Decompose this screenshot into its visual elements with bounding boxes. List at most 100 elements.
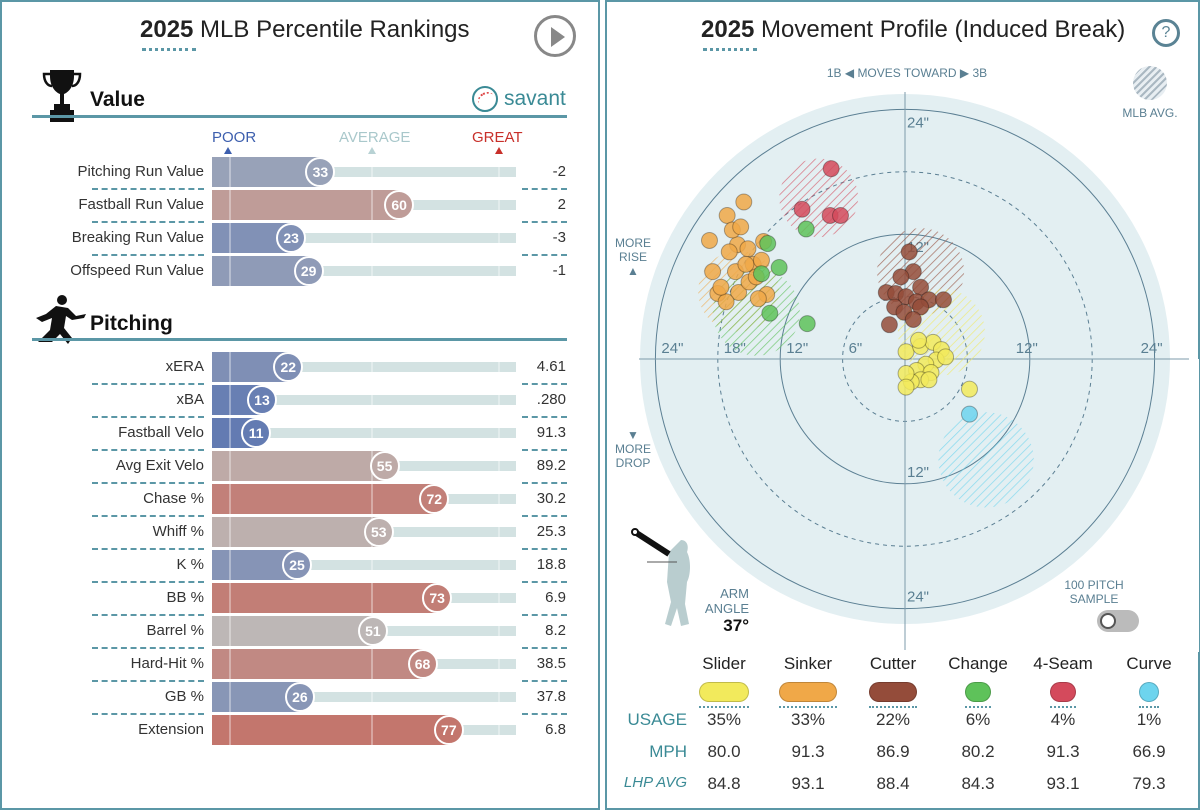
pitch-point-cutter[interactable] — [900, 243, 918, 261]
pitch-point-slider[interactable] — [897, 378, 915, 396]
pitch-point-slider[interactable] — [937, 348, 955, 366]
great-marker — [498, 190, 500, 220]
row-separator — [522, 253, 567, 256]
play-button[interactable] — [534, 15, 576, 57]
movement-chart: 24"18"12"6"12"24"24"12"12"24" — [607, 92, 1199, 652]
swatch-underline — [965, 706, 991, 708]
percentile-badge: 29 — [293, 256, 324, 286]
percentile-track — [212, 428, 516, 438]
metric-label: Chase % — [143, 490, 204, 507]
pitch-lhp-avg: 84.8 — [707, 774, 741, 793]
pitch-lhp-avg: 93.1 — [791, 774, 825, 793]
pitch-point-sinker[interactable] — [739, 240, 757, 258]
help-button[interactable]: ? — [1152, 19, 1180, 47]
pitch-mph: 66.9 — [1132, 742, 1166, 761]
percentile-bar — [212, 583, 438, 613]
pitch-point-sinker[interactable] — [712, 278, 730, 296]
pitch-point-sinker[interactable] — [749, 290, 767, 308]
great-marker — [498, 484, 500, 514]
metric-value: .280 — [536, 391, 566, 408]
metric-value: 37.8 — [536, 688, 566, 705]
pitch-point-change[interactable] — [759, 235, 777, 253]
average-marker — [371, 550, 373, 580]
row-separator — [92, 481, 204, 484]
metric-value: -1 — [552, 262, 566, 279]
metric-label: BB % — [166, 589, 204, 606]
pitch-point-4-seam[interactable] — [832, 206, 850, 224]
pitch-point-cutter[interactable] — [892, 268, 910, 286]
pitch-point-sinker[interactable] — [735, 193, 753, 211]
title-underline — [142, 48, 196, 51]
pitch-point-slider[interactable] — [910, 331, 928, 349]
pitch-point-sinker[interactable] — [717, 293, 735, 311]
average-marker — [371, 385, 373, 415]
mlb-avg-legend-icon — [1133, 66, 1167, 100]
chart-title: 2025 Movement Profile (Induced Break) — [701, 16, 1126, 43]
pitch-color-swatch — [1050, 682, 1076, 702]
pitch-point-sinker[interactable] — [737, 255, 755, 273]
scale-average: AVERAGE — [339, 129, 410, 154]
row-separator — [522, 646, 567, 649]
metric-label: Extension — [138, 721, 204, 738]
pitch-name: Sinker — [783, 654, 833, 673]
pitch-point-cutter[interactable] — [880, 316, 898, 334]
row-separator — [92, 712, 204, 715]
pitch-point-change[interactable] — [752, 265, 770, 283]
pitch-point-change[interactable] — [798, 315, 816, 333]
scale-great: GREAT — [472, 129, 523, 154]
more-drop-label: ▼ MORE DROP — [615, 428, 651, 470]
pitch-point-cutter[interactable] — [912, 298, 930, 316]
more-rise-label: MORE RISE ▲ — [615, 236, 651, 278]
pitch-point-sinker[interactable] — [730, 283, 748, 301]
pitching-section-header: Pitching — [90, 312, 173, 335]
metric-value: 38.5 — [536, 655, 566, 672]
swatch-underline — [1139, 706, 1159, 708]
percentile-bar — [212, 484, 435, 514]
metric-value: 4.61 — [536, 358, 566, 375]
arm-angle-label: ARM ANGLE — [704, 586, 749, 616]
pitch-point-cutter[interactable] — [904, 310, 922, 328]
row-separator — [92, 220, 204, 223]
pitch-point-change[interactable] — [770, 258, 788, 276]
poor-marker — [229, 517, 231, 547]
pitch-point-slider[interactable] — [920, 371, 938, 389]
poor-marker — [229, 583, 231, 613]
pitch-point-sinker[interactable] — [700, 231, 718, 249]
pitch-point-sinker[interactable] — [704, 263, 722, 281]
percentile-badge: 13 — [246, 385, 277, 415]
ring-label: 24" — [907, 589, 929, 606]
pitch-point-sinker[interactable] — [732, 218, 750, 236]
percentile-bar — [212, 649, 423, 679]
pitch-point-sinker[interactable] — [718, 206, 736, 224]
baseball-icon — [472, 86, 498, 112]
metric-value: 91.3 — [536, 424, 566, 441]
metric-label: Pitching Run Value — [77, 163, 204, 180]
pitch-point-cutter[interactable] — [934, 291, 952, 309]
metric-label: Fastball Run Value — [78, 196, 204, 213]
percentile-track — [212, 395, 516, 405]
pitch-color-swatch — [869, 682, 917, 702]
pitch-point-change[interactable] — [761, 304, 779, 322]
metric-label: Barrel % — [146, 622, 204, 639]
pitch-point-sinker[interactable] — [720, 243, 738, 261]
pitch-point-slider[interactable] — [960, 380, 978, 398]
ring-label: 12" — [907, 464, 929, 481]
swatch-underline — [779, 706, 837, 708]
pitch-point-4-seam[interactable] — [822, 160, 840, 178]
metric-label: Breaking Run Value — [71, 229, 204, 246]
percentile-bar — [212, 517, 379, 547]
percentile-badge: 72 — [419, 484, 450, 514]
usage-label: USAGE — [627, 710, 687, 729]
pitch-point-curve[interactable] — [960, 405, 978, 423]
pitch-point-slider[interactable] — [897, 343, 915, 361]
direction-label: 1B ◀ MOVES TOWARD ▶ 3B — [826, 66, 988, 80]
sample-toggle[interactable] — [1097, 610, 1139, 632]
average-marker — [371, 256, 373, 286]
pitch-point-4-seam[interactable] — [793, 200, 811, 218]
percentile-track — [212, 233, 516, 243]
poor-marker — [229, 550, 231, 580]
pitch-point-change[interactable] — [797, 220, 815, 238]
ring-label: 12" — [786, 340, 808, 357]
percentile-badge: 22 — [273, 352, 304, 382]
metric-label: Hard-Hit % — [130, 655, 204, 672]
